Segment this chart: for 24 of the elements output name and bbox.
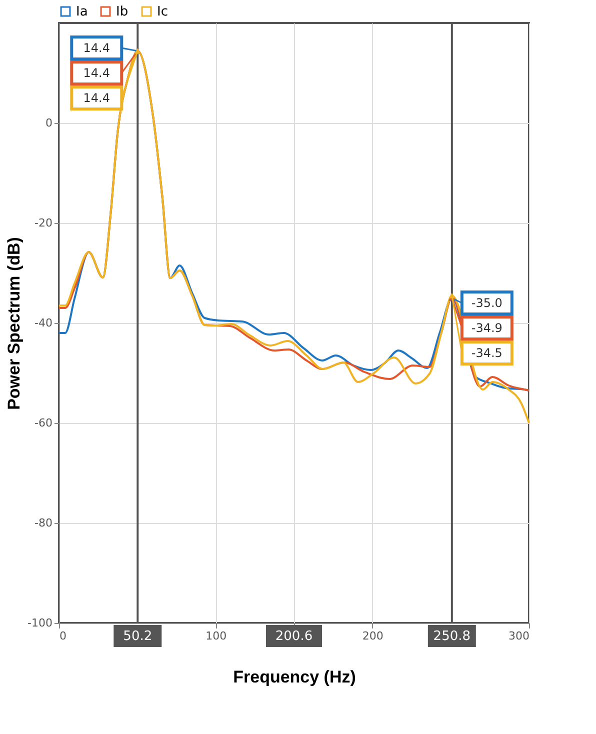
- data-label: -34.9: [471, 321, 502, 335]
- y-tick-label: -100: [28, 616, 52, 630]
- legend-label: Ia: [76, 4, 88, 20]
- y-axis-title: Power Spectrum (dB): [4, 237, 24, 410]
- y-tick-label: -20: [34, 216, 52, 230]
- data-label: -35.0: [471, 296, 502, 310]
- ref-line-label: 250.8: [433, 629, 471, 644]
- data-label: 14.4: [83, 66, 110, 80]
- x-tick-label: 200: [362, 630, 384, 642]
- text: 200.6: [275, 629, 313, 644]
- ref-line-label: 50.2: [123, 629, 152, 644]
- legend-label: Ib: [116, 4, 128, 20]
- legend-label: Ic: [157, 4, 168, 20]
- data-label: -34.5: [471, 346, 502, 360]
- x-axis-title: Frequency (Hz): [233, 668, 356, 686]
- y-tick-label: 0: [46, 116, 52, 130]
- data-label: 14.4: [83, 41, 110, 55]
- y-tick-label: -60: [34, 416, 52, 430]
- x-tick-label: 300: [508, 630, 530, 642]
- x-tick-label: 100: [206, 630, 227, 642]
- data-label: 14.4: [83, 91, 110, 105]
- y-tick-label: -80: [34, 516, 52, 530]
- x-tick-label: 0: [60, 630, 66, 642]
- y-tick-label: -40: [34, 316, 52, 330]
